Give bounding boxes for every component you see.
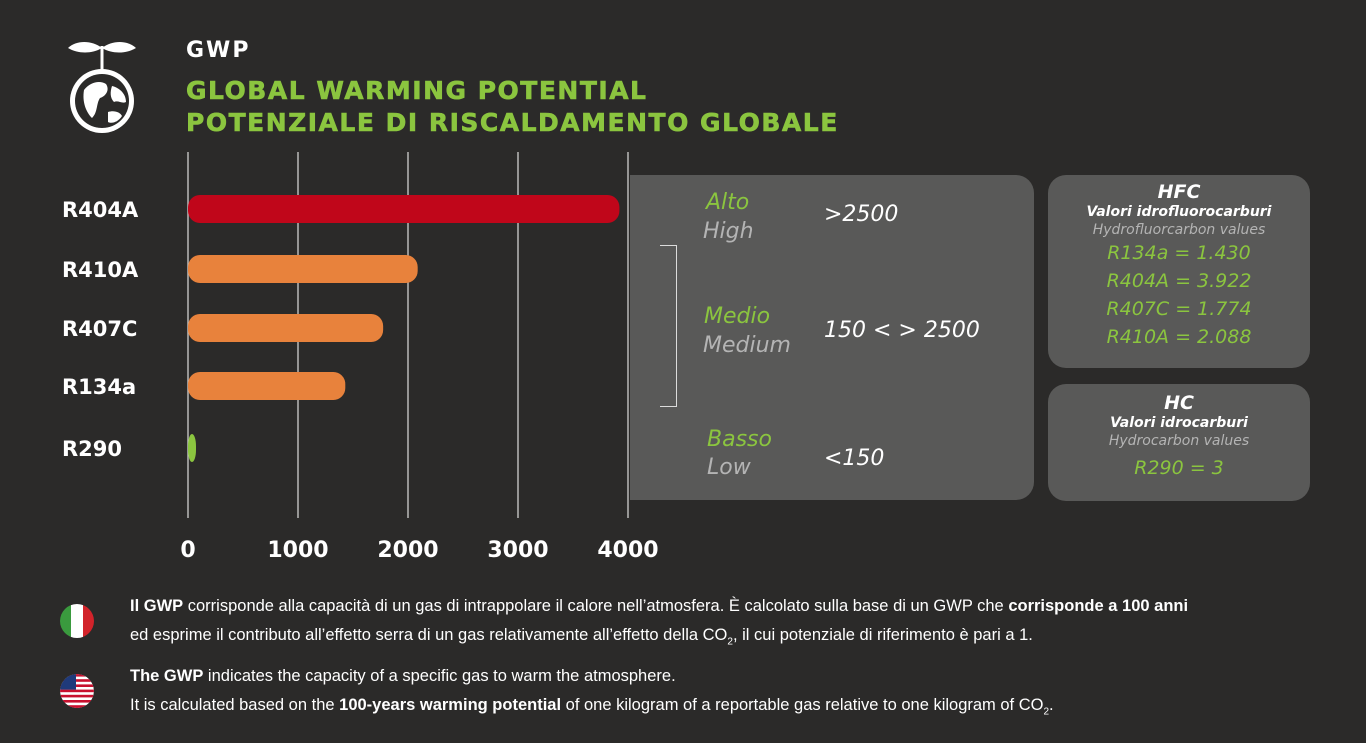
hfc-subtitle-en: Hydrofluorcarbon values (1092, 222, 1266, 238)
note-en-text-1: indicates the capacity of a specific gas… (203, 667, 676, 685)
gwp-level-legend (630, 175, 1034, 500)
title-italian: POTENZIALE DI RISCALDAMENTO GLOBALE (186, 108, 839, 138)
note-en-text-3: of one kilogram of a reportable gas rela… (561, 696, 1044, 714)
note-en-text-4: . (1049, 696, 1054, 714)
us-flag-icon (60, 674, 94, 708)
level-low-en: Low (707, 455, 751, 480)
category-label: R290 (62, 437, 122, 461)
hc-subtitle-en: Hydrocarbon values (1108, 433, 1250, 449)
hfc-value: R404A = 3.922 (1106, 270, 1252, 292)
note-en-bold-1: The GWP (130, 667, 204, 685)
hc-title: HC (1164, 392, 1194, 414)
note-en-subscript: 2 (1043, 706, 1050, 718)
hfc-value: R410A = 2.088 (1106, 326, 1252, 348)
x-tick-label: 0 (180, 538, 195, 563)
bar-r407c (188, 314, 384, 342)
bar-r404a (188, 195, 620, 223)
level-high-en: High (703, 219, 754, 244)
level-low-it: Basso (707, 427, 772, 452)
category-label: R407C (62, 317, 137, 341)
category-label: R134a (62, 375, 136, 399)
category-label: R404A (62, 198, 139, 222)
hfc-values-box: HFC Valori idrofluorocarburi Hydrofluorc… (1048, 175, 1310, 368)
hfc-title: HFC (1157, 181, 1201, 203)
note-it-bold-2: corrisponde a 100 anni (1008, 597, 1189, 615)
bars (188, 195, 620, 462)
hfc-value: R134a = 1.430 (1107, 242, 1251, 264)
category-label: R410A (62, 258, 139, 282)
medium-range-bracket (660, 245, 677, 407)
note-it-bold-1: Il GWP (130, 597, 184, 615)
level-low-value: <150 (824, 446, 885, 471)
level-high-value: >2500 (824, 202, 899, 227)
note-en-bold-2: 100-years warming potential (339, 696, 562, 714)
note-en-text-2: It is calculated based on the (130, 696, 340, 714)
level-medium-it: Medio (704, 304, 771, 329)
category-labels: R404A R410A R407C R134a R290 (62, 198, 139, 461)
title-english: GLOBAL WARMING POTENTIAL (186, 76, 648, 106)
tick-labels: 0 1000 2000 3000 4000 (180, 538, 658, 563)
hc-subtitle-it: Valori idrocarburi (1110, 415, 1248, 431)
level-medium-value: 150 < > 2500 (824, 318, 980, 343)
hc-value: R290 = 3 (1134, 457, 1224, 479)
level-medium-en: Medium (703, 333, 791, 358)
note-italian: Il GWP corrisponde alla capacità di un g… (130, 592, 1188, 656)
x-tick-label: 1000 (267, 538, 328, 563)
note-english: The GWP indicates the capacity of a spec… (130, 662, 1054, 726)
note-it-text-3: , il cui potenziale di riferimento è par… (732, 626, 1033, 644)
x-tick-label: 2000 (377, 538, 438, 563)
bar-r410a (188, 255, 418, 283)
italian-flag-icon (60, 604, 94, 638)
hc-values-box: HC Valori idrocarburi Hydrocarbon values… (1048, 384, 1310, 501)
hfc-subtitle-it: Valori idrofluorocarburi (1086, 204, 1272, 220)
note-it-subscript: 2 (727, 636, 733, 648)
note-it-text-2: ed esprime il contributo all’effetto ser… (130, 626, 728, 644)
bar-r290 (188, 434, 196, 462)
short-title: GWP (186, 38, 251, 63)
bar-r134a (188, 372, 346, 400)
globe-sprout-logo-icon (68, 42, 136, 133)
note-it-text-1: corrisponde alla capacità di un gas di i… (183, 597, 1009, 615)
x-tick-label: 3000 (487, 538, 548, 563)
x-tick-label: 4000 (597, 538, 658, 563)
level-high-it: Alto (706, 190, 750, 215)
hfc-value: R407C = 1.774 (1106, 298, 1252, 320)
gwp-bar-chart: R404A R410A R407C R134a R290 0 1000 2000 3000 40… (62, 152, 659, 563)
